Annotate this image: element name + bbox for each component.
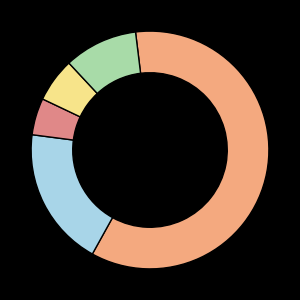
Wedge shape — [31, 135, 113, 254]
Wedge shape — [43, 63, 97, 117]
Wedge shape — [92, 31, 269, 269]
Wedge shape — [32, 99, 80, 140]
Wedge shape — [69, 32, 141, 94]
